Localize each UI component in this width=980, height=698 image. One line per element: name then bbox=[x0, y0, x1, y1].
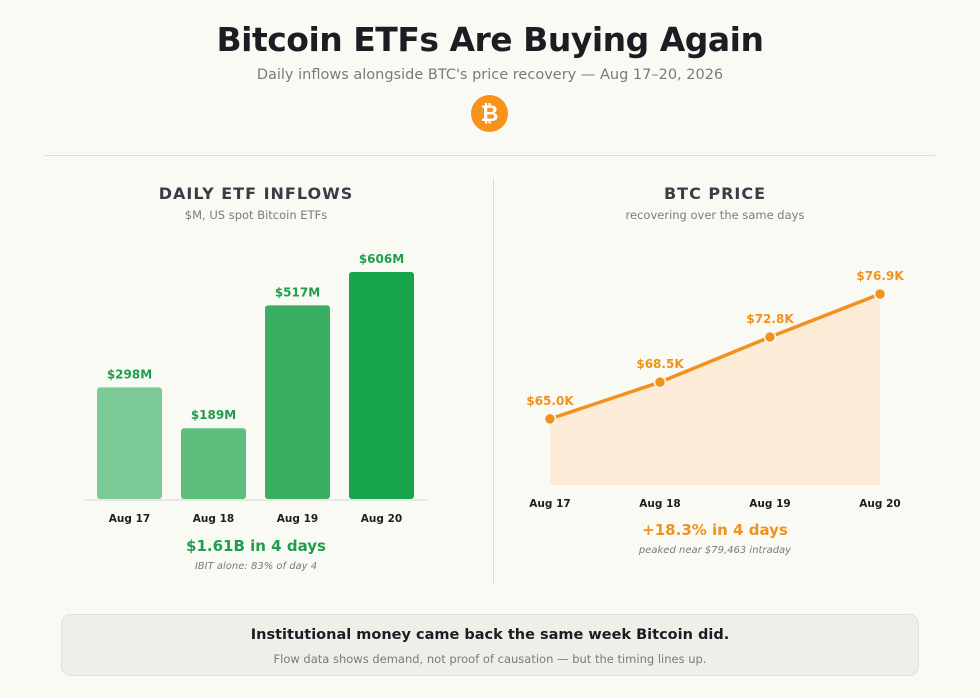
inflow-category-label-1: Aug 17 bbox=[109, 513, 150, 525]
inflows-summary: $1.61B in 4 days bbox=[186, 537, 326, 555]
price-value-label-2: $68.5K bbox=[636, 357, 684, 371]
inflow-value-label-3: $517M bbox=[275, 285, 320, 299]
price-point-4 bbox=[873, 287, 887, 301]
price-chart-subtitle: recovering over the same days bbox=[625, 208, 805, 222]
column-divider bbox=[493, 178, 494, 584]
price-value-label-4: $76.9K bbox=[856, 269, 904, 283]
price-value-label-3: $72.8K bbox=[746, 312, 794, 326]
header-divider bbox=[45, 155, 935, 156]
callout-body: Flow data shows demand, not proof of cau… bbox=[273, 652, 707, 666]
price-category-label-3: Aug 19 bbox=[749, 498, 790, 510]
price-value-label-1: $65.0K bbox=[526, 394, 574, 408]
takeaway-callout: Institutional money came back the same w… bbox=[61, 614, 919, 676]
inflow-value-label-1: $298M bbox=[107, 367, 152, 381]
bitcoin-logo-icon: ₿ bbox=[471, 95, 508, 132]
inflow-value-label-4: $606M bbox=[359, 252, 404, 266]
price-line bbox=[548, 292, 882, 421]
price-area-chart: $65.0K Aug 17 $68.5K Aug 18 $72.8K Aug 19 $76.… bbox=[526, 269, 904, 510]
inflow-bar-1 bbox=[97, 387, 162, 499]
price-point-3 bbox=[763, 330, 777, 344]
inflow-bar-2 bbox=[181, 428, 246, 499]
inflows-chart-subtitle: $M, US spot Bitcoin ETFs bbox=[184, 208, 328, 222]
inflow-category-label-4: Aug 20 bbox=[361, 513, 402, 525]
page-subtitle: Daily inflows alongside BTC's price reco… bbox=[256, 67, 724, 83]
price-category-label-2: Aug 18 bbox=[639, 498, 680, 510]
price-category-label-4: Aug 20 bbox=[859, 498, 900, 510]
inflows-note: IBIT alone: 83% of day 4 bbox=[194, 561, 318, 572]
inflows-chart-title: DAILY ETF INFLOWS bbox=[158, 184, 354, 203]
inflow-bar-4 bbox=[349, 272, 414, 499]
price-category-label-1: Aug 17 bbox=[529, 498, 570, 510]
inflow-value-label-2: $189M bbox=[191, 408, 236, 422]
inflows-bar-chart: $298M Aug 17 $189M Aug 18 $517M Aug 19 $606M Au… bbox=[84, 252, 428, 525]
callout-headline: Institutional money came back the same w… bbox=[250, 627, 730, 643]
price-note: peaked near $79,463 intraday bbox=[638, 545, 792, 556]
price-point-1 bbox=[543, 412, 557, 426]
price-summary: +18.3% in 4 days bbox=[642, 521, 788, 539]
inflow-category-label-2: Aug 18 bbox=[193, 513, 234, 525]
price-point-2 bbox=[653, 375, 667, 389]
inflow-category-label-3: Aug 19 bbox=[277, 513, 318, 525]
page-title: Bitcoin ETFs Are Buying Again bbox=[216, 20, 764, 59]
price-chart-title: BTC PRICE bbox=[663, 184, 767, 203]
price-area-fill bbox=[550, 294, 880, 485]
inflow-bar-3 bbox=[265, 305, 330, 499]
